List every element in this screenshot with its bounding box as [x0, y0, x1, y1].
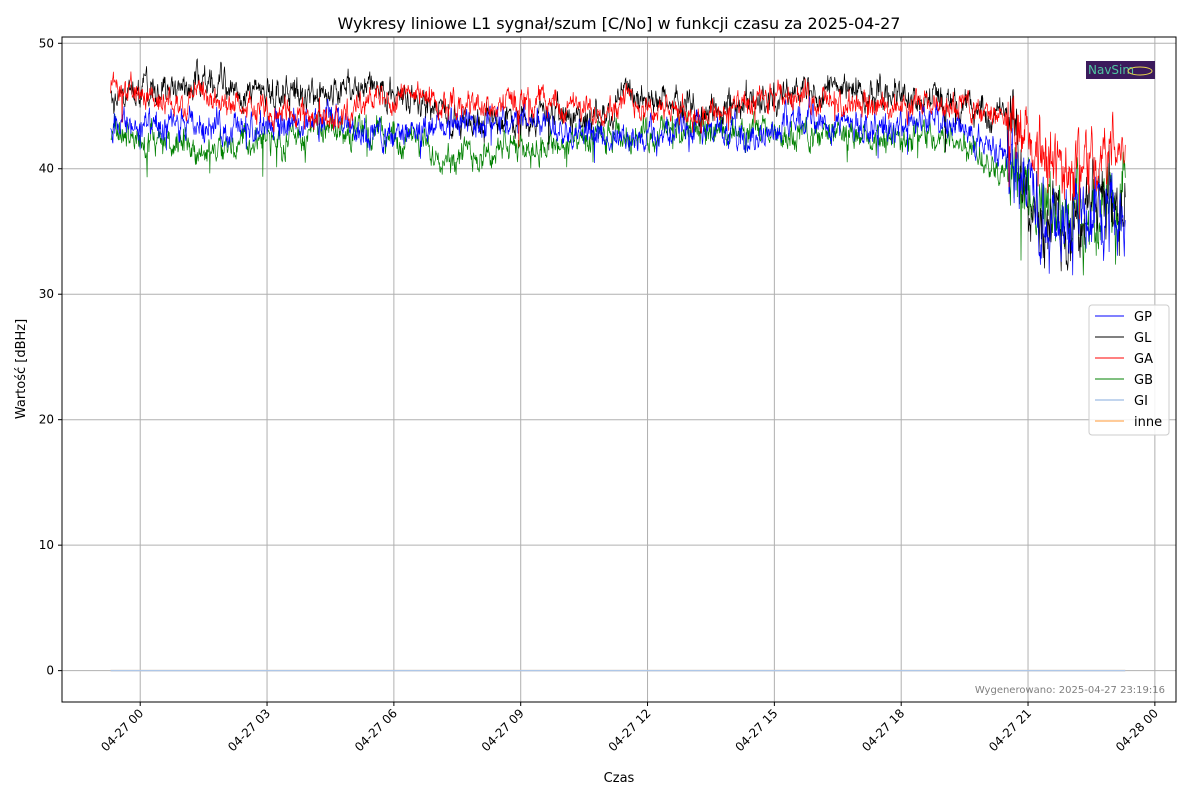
y-axis-label: Wartość [dBHz]	[14, 319, 29, 419]
legend-label: GB	[1134, 373, 1153, 388]
series-line-gl	[110, 58, 1126, 272]
legend: GP GL GA GB GI inne	[1088, 304, 1170, 436]
y-tick-label: 30	[39, 287, 54, 301]
series-line-gp	[110, 95, 1126, 276]
chart-title: Wykresy liniowe L1 sygnał/szum [C/No] w …	[338, 14, 901, 33]
legend-label: inne	[1134, 415, 1162, 430]
y-axis-ticks: 0 10 20 30 40 50	[39, 36, 62, 678]
legend-label: GL	[1134, 331, 1152, 346]
series-lines	[110, 58, 1126, 672]
logo: NavSim	[1086, 61, 1155, 79]
generated-timestamp: Wygenerowano: 2025-04-27 23:19:16	[975, 685, 1165, 696]
legend-label: GP	[1134, 310, 1152, 325]
plot-frame	[61, 36, 1177, 703]
x-axis-label: Czas	[604, 771, 635, 786]
y-tick-label: 40	[39, 162, 54, 176]
y-tick-label: 0	[46, 664, 54, 678]
y-tick-label: 10	[39, 538, 54, 552]
series-line-ga	[110, 71, 1126, 220]
y-tick-label: 20	[39, 413, 54, 427]
y-tick-label: 50	[39, 36, 54, 50]
legend-label: GI	[1134, 394, 1148, 409]
legend-label: GA	[1134, 352, 1153, 367]
logo-text: NavSim	[1088, 63, 1134, 77]
